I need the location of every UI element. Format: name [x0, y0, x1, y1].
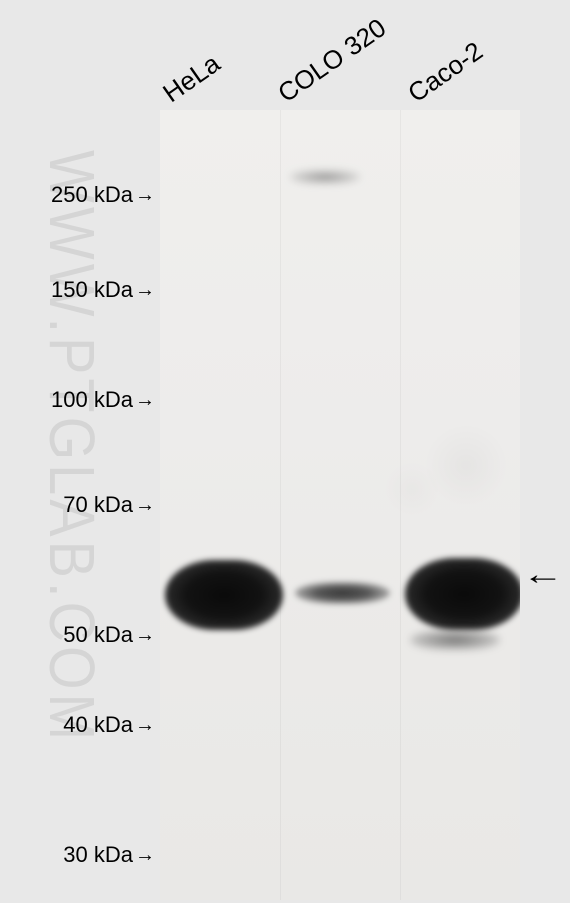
- lane-separator: [400, 110, 401, 900]
- blot-noise: [160, 110, 520, 900]
- arrow-right-icon: →: [135, 389, 155, 412]
- mw-label: 30 kDa: [63, 842, 133, 868]
- mw-marker: 50 kDa →: [63, 622, 155, 648]
- mw-marker: 100 kDa →: [51, 387, 155, 413]
- mw-marker: 70 kDa →: [63, 492, 155, 518]
- mw-marker: 150 kDa →: [51, 277, 155, 303]
- lane-label-3: Caco-2: [402, 36, 488, 109]
- arrow-right-icon: →: [135, 279, 155, 302]
- target-arrow-icon: ←: [522, 558, 564, 592]
- arrow-right-icon: →: [135, 844, 155, 867]
- mw-marker: 30 kDa →: [63, 842, 155, 868]
- arrow-right-icon: →: [135, 714, 155, 737]
- mw-ladder: 250 kDa → 150 kDa → 100 kDa → 70 kDa → 5…: [0, 110, 160, 900]
- mw-marker: 40 kDa →: [63, 712, 155, 738]
- band-lane3-main: [405, 558, 520, 630]
- arrow-right-icon: →: [135, 494, 155, 517]
- figure-container: WWW.PTGLAB.COM HeLa COLO 320 Caco-2 250 …: [0, 0, 570, 903]
- mw-label: 150 kDa: [51, 277, 133, 303]
- band-lane1-main: [165, 560, 283, 630]
- mw-marker: 250 kDa →: [51, 182, 155, 208]
- mw-label: 50 kDa: [63, 622, 133, 648]
- arrow-right-icon: →: [135, 184, 155, 207]
- mw-label: 40 kDa: [63, 712, 133, 738]
- lane-label-1: HeLa: [157, 48, 226, 109]
- blot-membrane: [160, 110, 520, 900]
- band-lane2-top: [290, 170, 360, 184]
- mw-label: 250 kDa: [51, 182, 133, 208]
- lane-labels: HeLa COLO 320 Caco-2: [160, 0, 520, 110]
- lane-separator: [280, 110, 281, 900]
- band-lane2-main: [295, 582, 390, 604]
- mw-label: 100 kDa: [51, 387, 133, 413]
- arrow-right-icon: →: [135, 624, 155, 647]
- lane-label-2: COLO 320: [272, 12, 392, 109]
- band-lane3-sub: [410, 630, 500, 650]
- mw-label: 70 kDa: [63, 492, 133, 518]
